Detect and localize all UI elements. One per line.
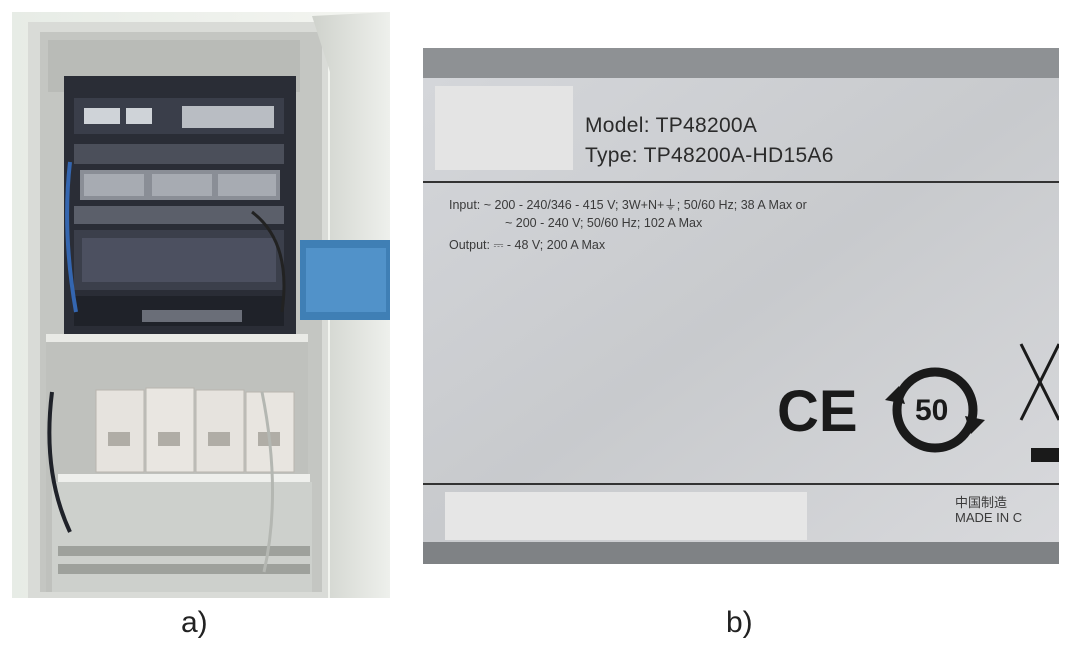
input-spec-line2: ~ 200 - 240 V; 50/60 Hz; 102 A Max (505, 216, 703, 230)
cabinet-illustration (12, 12, 390, 598)
eco-50-text: 50 (915, 394, 949, 427)
output-spec-line: Output: ⎓ - 48 V; 200 A Max (449, 238, 606, 252)
redacted-bottom-box (445, 492, 807, 540)
input-spec-line1: Input: ~ 200 - 240/346 - 415 V; 3W+N+⏚; … (449, 198, 807, 212)
origin-en-label: MADE IN C (955, 510, 1023, 525)
nameplate-background (423, 48, 1059, 564)
caption-a: a) (181, 606, 208, 639)
weee-bin-icon (1019, 343, 1059, 462)
model-label: Model: TP48200A (585, 114, 758, 137)
origin-cn-label: 中国制造 (955, 495, 1008, 510)
nameplate-photo: Model: TP48200A Type: TP48200A-HD15A6 In… (423, 48, 1059, 564)
type-label: Type: TP48200A-HD15A6 (585, 144, 834, 167)
eco-50-icon (885, 367, 985, 453)
cabinet-photo (12, 12, 390, 598)
redacted-logo-box (435, 86, 573, 170)
ce-mark-text: CE (777, 379, 858, 444)
caption-b: b) (726, 606, 753, 639)
